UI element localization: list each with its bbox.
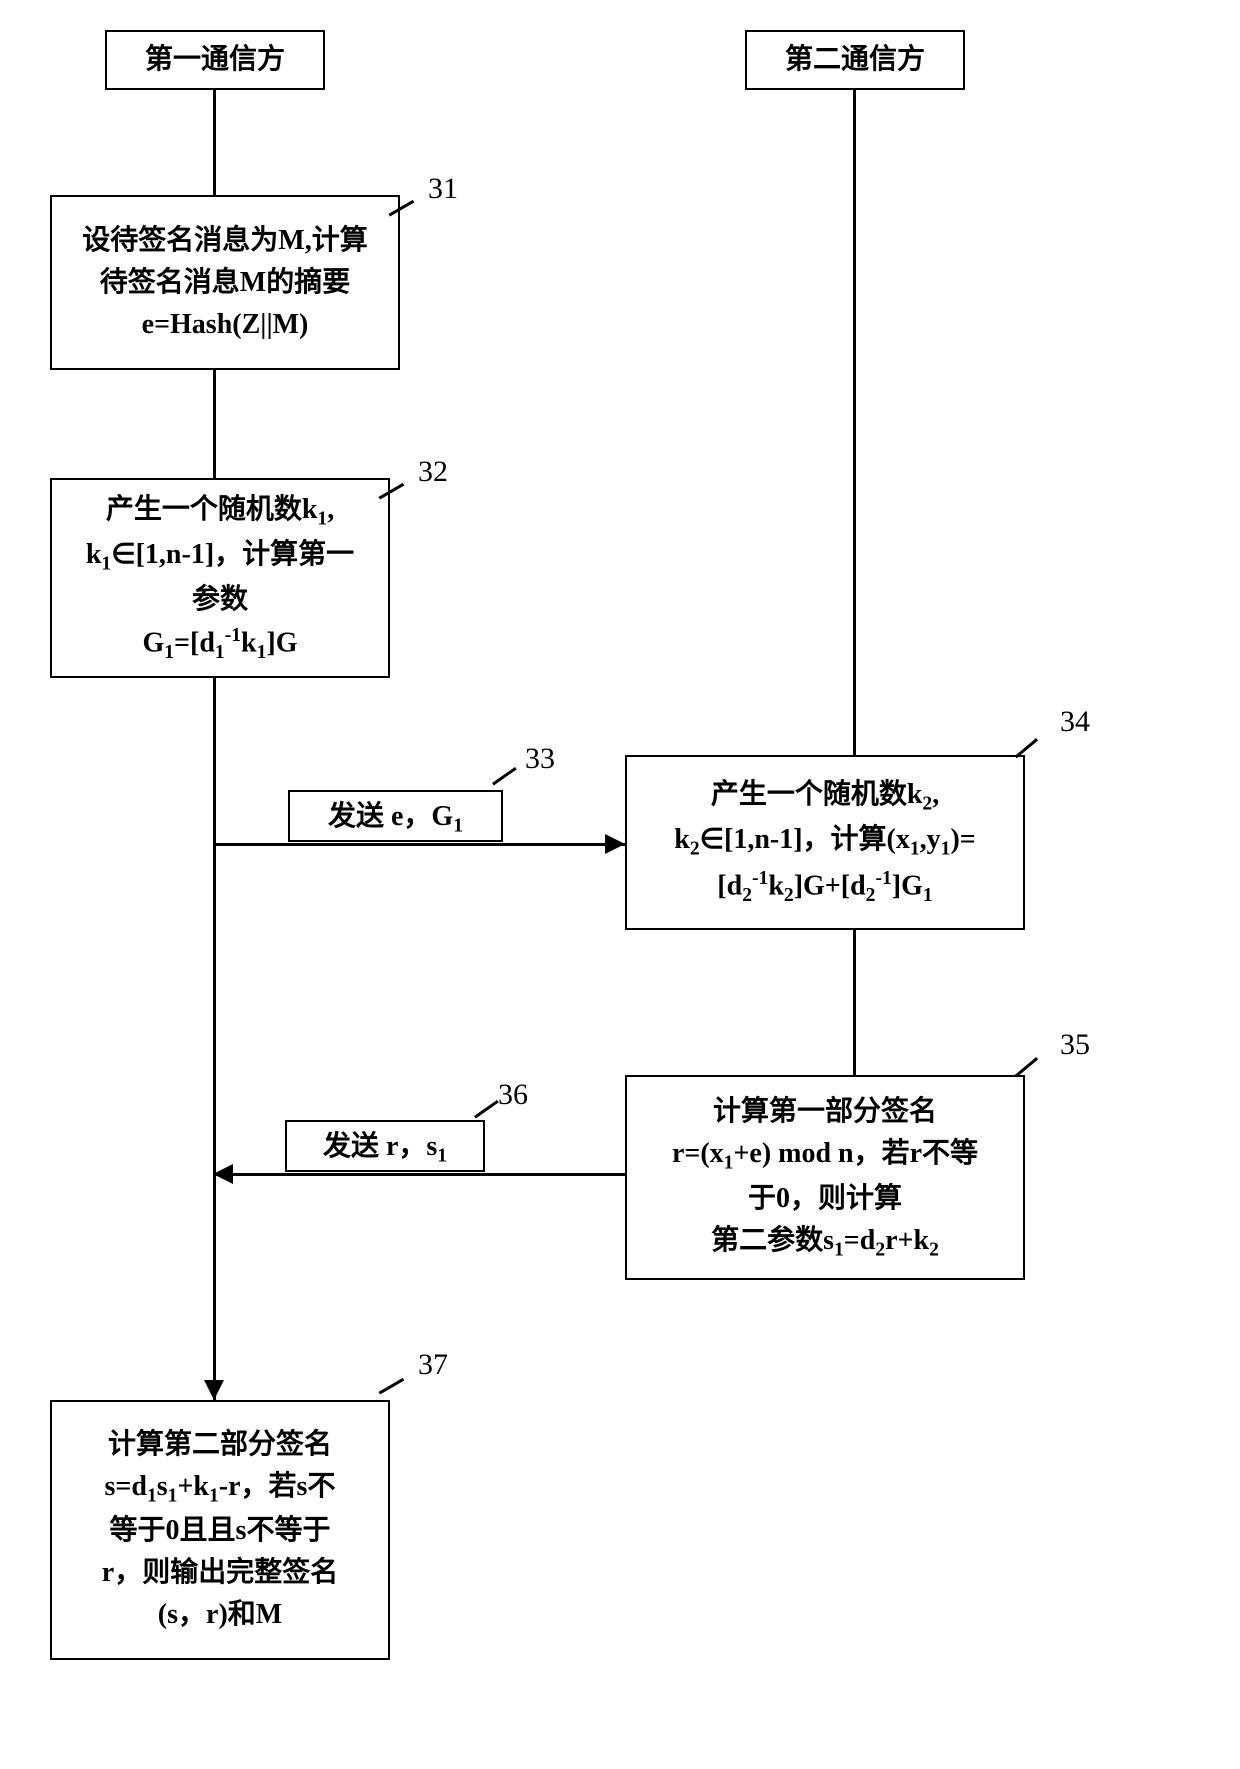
box31-line2: 待签名消息M的摘要 xyxy=(100,262,350,304)
header-party2: 第二通信方 xyxy=(745,30,965,90)
box37-line2: s=d1s1+k1-r，若s不 xyxy=(105,1466,336,1511)
arrow-to-box37 xyxy=(204,1380,224,1400)
box-33-send-e-g1: 发送 e，G1 xyxy=(288,790,503,842)
box-34-random-k2: 产生一个随机数k2, k2∈[1,n-1]，计算(x1,y1)= [d2-1k2… xyxy=(625,755,1025,930)
box37-line5: (s，r)和M xyxy=(158,1594,282,1636)
tick-37 xyxy=(379,1378,404,1394)
box31-line3: e=Hash(Z||M) xyxy=(142,304,309,346)
label-33: 33 xyxy=(525,742,555,776)
tick-34 xyxy=(1015,738,1038,758)
tick-36 xyxy=(474,1100,498,1118)
box34-line3: [d2-1k2]G+[d2-1]G1 xyxy=(717,864,932,910)
box31-line1: 设待签名消息为M,计算 xyxy=(82,220,367,262)
box35-line1: 计算第一部分签名 xyxy=(713,1091,937,1133)
label-37: 37 xyxy=(418,1348,448,1382)
box35-line4: 第二参数s1=d2r+k2 xyxy=(711,1220,939,1265)
arrow-to-box34 xyxy=(605,834,625,854)
box-32-random-k1: 产生一个随机数k1, k1∈[1,n-1]，计算第一 参数 G1=[d1-1k1… xyxy=(50,478,390,678)
label-32: 32 xyxy=(418,455,448,489)
box32-line2: k1∈[1,n-1]，计算第一 xyxy=(86,534,354,579)
tick-33 xyxy=(492,767,516,785)
arrow-to-party1 xyxy=(213,1164,233,1184)
box35-line3: 于0，则计算 xyxy=(748,1178,902,1220)
box35-line2: r=(x1+e) mod n，若r不等 xyxy=(672,1133,978,1178)
line-send-e-g1 xyxy=(213,843,625,846)
label-36: 36 xyxy=(498,1078,528,1112)
box34-line1: 产生一个随机数k2, xyxy=(711,774,939,819)
line-box34-to-box35 xyxy=(853,930,856,1075)
label-31: 31 xyxy=(428,172,458,206)
tick-35 xyxy=(1015,1057,1038,1077)
line-send-r-s1 xyxy=(213,1173,625,1176)
box33-text: 发送 e，G1 xyxy=(328,794,463,838)
line-header2-down xyxy=(853,90,856,755)
box-36-send-r-s1: 发送 r，s1 xyxy=(285,1120,485,1172)
line-box32-down xyxy=(213,678,216,1400)
box-37-compute-s: 计算第二部分签名 s=d1s1+k1-r，若s不 等于0且且s不等于 r，则输出… xyxy=(50,1400,390,1660)
box32-line4: G1=[d1-1k1]G xyxy=(142,621,297,667)
box-31-compute-digest: 设待签名消息为M,计算 待签名消息M的摘要 e=Hash(Z||M) xyxy=(50,195,400,370)
box34-line2: k2∈[1,n-1]，计算(x1,y1)= xyxy=(674,819,976,864)
box37-line1: 计算第二部分签名 xyxy=(108,1424,332,1466)
label-35: 35 xyxy=(1060,1028,1090,1062)
box37-line3: 等于0且且s不等于 xyxy=(110,1510,331,1552)
box37-line4: r，则输出完整签名 xyxy=(102,1552,338,1594)
box-35-compute-r-s1: 计算第一部分签名 r=(x1+e) mod n，若r不等 于0，则计算 第二参数… xyxy=(625,1075,1025,1280)
header-party1: 第一通信方 xyxy=(105,30,325,90)
line-header1-to-box31 xyxy=(213,90,216,195)
label-34: 34 xyxy=(1060,705,1090,739)
box32-line3: 参数 xyxy=(192,579,248,621)
box36-text: 发送 r，s1 xyxy=(323,1124,447,1168)
box32-line1: 产生一个随机数k1, xyxy=(106,489,334,534)
line-box31-to-box32 xyxy=(213,370,216,478)
